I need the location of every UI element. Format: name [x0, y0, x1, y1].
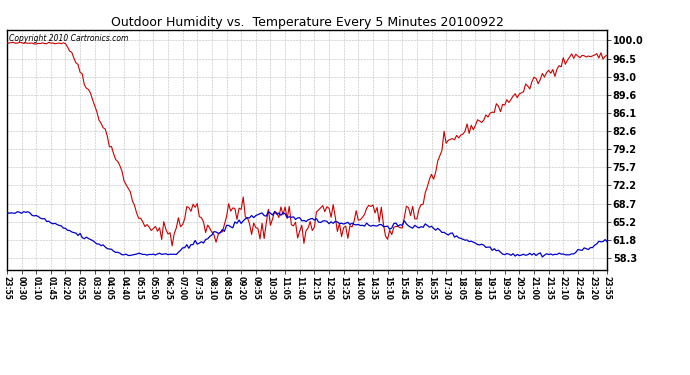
Title: Outdoor Humidity vs.  Temperature Every 5 Minutes 20100922: Outdoor Humidity vs. Temperature Every 5…	[110, 16, 504, 29]
Text: Copyright 2010 Cartronics.com: Copyright 2010 Cartronics.com	[9, 34, 128, 43]
